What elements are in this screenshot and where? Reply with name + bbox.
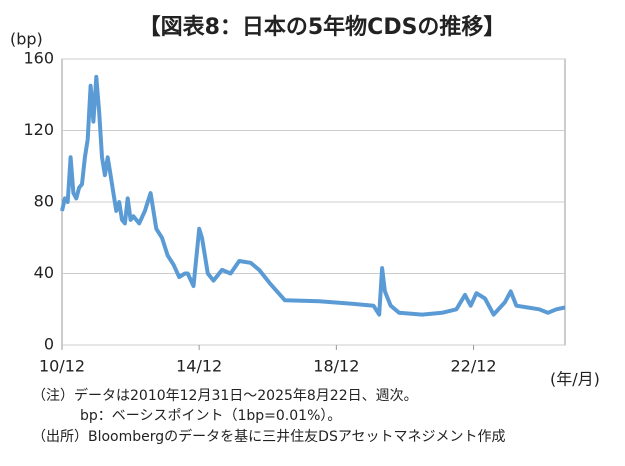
y-tick-label: 120	[23, 120, 54, 139]
y-tick-label: 40	[34, 263, 54, 282]
y-tick-label: 0	[44, 335, 54, 354]
note: （出所）Bloombergのデータを基に三井住友DSアセットマネジメント作成	[32, 428, 506, 445]
x-tick-label: 14/12	[176, 357, 222, 376]
y-tick-label: 160	[23, 49, 54, 68]
note: （注）データは2010年12月31日～2025年8月22日、週次。	[32, 387, 418, 404]
x-tick-label: 10/12	[39, 357, 85, 376]
x-tick-label: 18/12	[313, 357, 359, 376]
data-line	[60, 74, 566, 317]
note: bp：ベーシスポイント（1bp=0.01%）。	[80, 408, 341, 424]
y-axis-label: (bp)	[10, 30, 43, 49]
x-axis-label: (年/月)	[550, 370, 600, 389]
x-tick-label: 22/12	[450, 357, 496, 376]
y-tick-label: 80	[34, 192, 54, 211]
chart-title: 【図表8：日本の5年物CDSの推移】	[139, 14, 506, 40]
